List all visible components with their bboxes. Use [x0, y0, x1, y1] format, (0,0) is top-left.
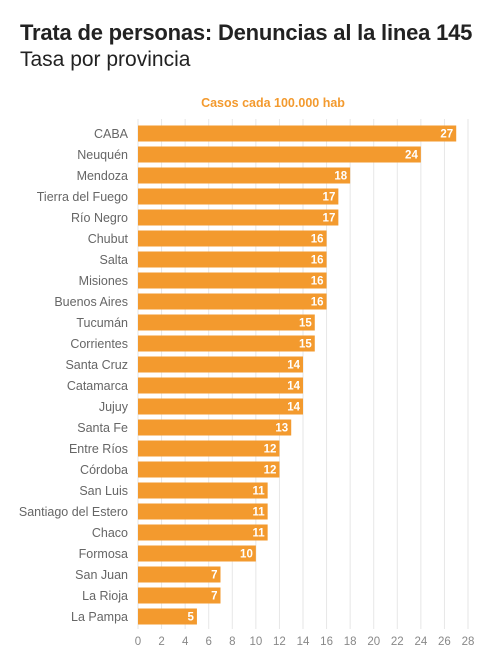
x-tick-label: 2 [158, 636, 164, 648]
bar [138, 377, 303, 394]
category-label: Tucumán [76, 316, 128, 330]
value-label: 7 [211, 570, 217, 582]
bar [138, 293, 327, 310]
category-label: Catamarca [67, 379, 128, 393]
value-label: 16 [311, 255, 324, 267]
bar [138, 230, 327, 247]
bar [138, 146, 421, 163]
bars [138, 125, 457, 625]
value-label: 13 [275, 423, 288, 435]
bar [138, 566, 221, 583]
category-label: Formosa [79, 547, 128, 561]
x-tick-label: 4 [182, 636, 189, 648]
bar [138, 209, 339, 226]
value-labels: 27 24 18 17 17 16 16 16 16 15 15 14 14 14 13 12 12 11 11 11… [188, 129, 454, 624]
category-label: Mendoza [77, 169, 128, 183]
value-label: 24 [405, 150, 418, 162]
bar [138, 125, 457, 142]
category-label: CABA [94, 127, 129, 141]
x-tick-label: 24 [414, 636, 427, 648]
x-tick-label: 0 [135, 636, 141, 648]
value-label: 17 [323, 192, 336, 204]
category-labels: CABA Neuquén Mendoza Tierra del Fuego Río Ne… [19, 127, 129, 624]
bar [138, 419, 292, 436]
value-label: 11 [252, 507, 265, 519]
category-label: Río Negro [71, 211, 128, 225]
value-label: 15 [299, 318, 312, 330]
value-label: 17 [323, 213, 336, 225]
category-label: Chubut [88, 232, 129, 246]
bar [138, 587, 221, 604]
bar [138, 251, 327, 268]
value-label: 12 [264, 444, 277, 456]
x-tick-label: 14 [297, 636, 310, 648]
value-label: 11 [252, 528, 265, 540]
chart-title: Trata de personas: Denuncias al la linea… [20, 20, 473, 45]
x-tick-label: 16 [320, 636, 333, 648]
bar [138, 524, 268, 541]
value-label: 14 [287, 360, 300, 372]
category-label: Salta [100, 253, 129, 267]
value-label: 16 [311, 234, 324, 246]
value-label: 5 [188, 612, 195, 624]
bar [138, 272, 327, 289]
category-label: La Pampa [71, 610, 128, 624]
category-label: Chaco [92, 526, 128, 540]
chart-subtitle: Tasa por provincia [20, 48, 191, 71]
bar [138, 335, 315, 352]
x-tick-label: 18 [344, 636, 357, 648]
x-tick-label: 22 [391, 636, 404, 648]
value-label: 14 [287, 402, 300, 414]
x-tick-label: 10 [249, 636, 262, 648]
x-axis-ticks: 0 2 4 6 8 10 12 14 16 18 20 22 24 26 28 [135, 636, 475, 648]
value-label: 10 [240, 549, 253, 561]
bar [138, 482, 268, 499]
value-label: 16 [311, 297, 324, 309]
bar [138, 314, 315, 331]
category-label: San Luis [79, 484, 128, 498]
category-label: Santa Fe [77, 421, 128, 435]
bar [138, 461, 280, 478]
value-label: 15 [299, 339, 312, 351]
bar [138, 545, 256, 562]
value-label: 18 [334, 171, 347, 183]
bar [138, 608, 197, 625]
bar [138, 398, 303, 415]
value-label: 11 [252, 486, 265, 498]
x-tick-label: 20 [367, 636, 380, 648]
x-tick-label: 28 [462, 636, 475, 648]
category-label: San Juan [75, 568, 128, 582]
category-label: La Rioja [82, 589, 128, 603]
value-label: 16 [311, 276, 324, 288]
bar [138, 167, 351, 184]
category-label: Jujuy [99, 400, 129, 414]
category-label: Santa Cruz [65, 358, 128, 372]
axis-title: Casos cada 100.000 hab [201, 96, 345, 110]
category-label: Buenos Aires [54, 295, 128, 309]
value-label: 14 [287, 381, 300, 393]
x-tick-label: 8 [229, 636, 235, 648]
bar [138, 503, 268, 520]
category-label: Neuquén [77, 148, 128, 162]
category-label: Córdoba [80, 463, 128, 477]
x-tick-label: 12 [273, 636, 286, 648]
category-label: Corrientes [70, 337, 128, 351]
value-label: 27 [440, 129, 453, 141]
value-label: 12 [264, 465, 277, 477]
category-label: Tierra del Fuego [37, 190, 128, 204]
value-label: 7 [211, 591, 217, 603]
bar [138, 356, 303, 373]
bar [138, 188, 339, 205]
category-label: Entre Ríos [69, 442, 128, 456]
category-label: Santiago del Estero [19, 505, 128, 519]
category-label: Misiones [79, 274, 128, 288]
x-tick-label: 26 [438, 636, 451, 648]
bar [138, 440, 280, 457]
x-tick-label: 6 [206, 636, 212, 648]
